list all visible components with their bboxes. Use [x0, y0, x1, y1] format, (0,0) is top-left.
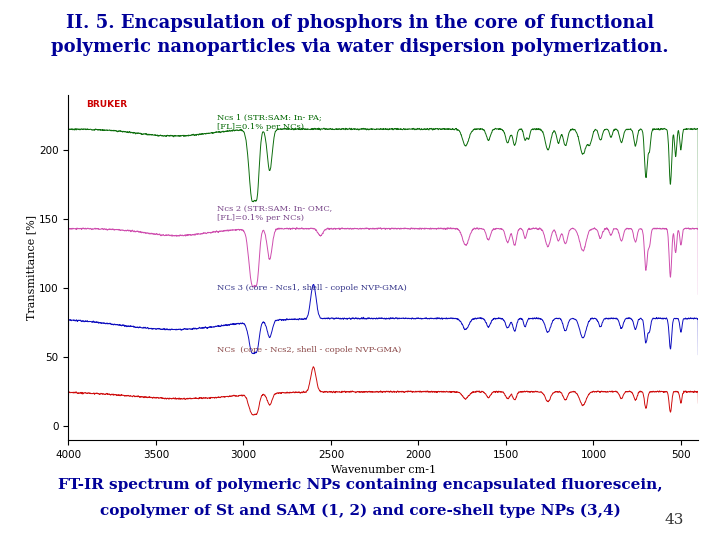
- Text: Ncs 1 (STR:SAM: In- PA;
[FL]=0.1% per NCs): Ncs 1 (STR:SAM: In- PA; [FL]=0.1% per NC…: [217, 114, 322, 131]
- Text: 43: 43: [665, 513, 684, 527]
- Y-axis label: Transmittance [%]: Transmittance [%]: [26, 215, 36, 320]
- Text: Ncs 2 (STR:SAM: In- OMC,
[FL]=0.1% per NCs): Ncs 2 (STR:SAM: In- OMC, [FL]=0.1% per N…: [217, 205, 332, 222]
- Text: BRUKER: BRUKER: [86, 100, 127, 109]
- X-axis label: Wavenumber cm-1: Wavenumber cm-1: [330, 465, 436, 475]
- Text: NCs 3 (core - Ncs1, shell - copole NVP-GMA): NCs 3 (core - Ncs1, shell - copole NVP-G…: [217, 284, 407, 292]
- Text: NCs  (core - Ncs2, shell - copole NVP-GMA): NCs (core - Ncs2, shell - copole NVP-GMA…: [217, 346, 402, 354]
- Text: FT-IR spectrum of polymeric NPs containing encapsulated fluorescein,: FT-IR spectrum of polymeric NPs containi…: [58, 478, 662, 492]
- Text: copolymer of St and SAM (1, 2) and core-shell type NPs (3,4): copolymer of St and SAM (1, 2) and core-…: [99, 503, 621, 518]
- Text: polymeric nanoparticles via water dispersion polymerization.: polymeric nanoparticles via water disper…: [51, 38, 669, 56]
- Text: II. 5. Encapsulation of phosphors in the core of functional: II. 5. Encapsulation of phosphors in the…: [66, 14, 654, 31]
